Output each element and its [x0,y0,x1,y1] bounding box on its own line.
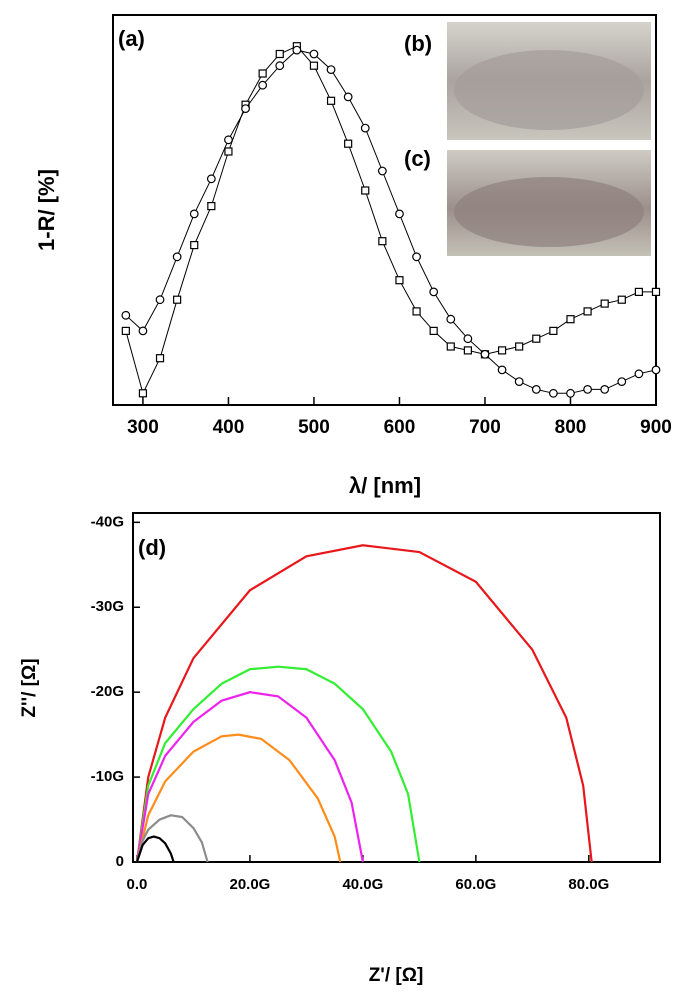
marker [378,237,387,246]
marker [531,385,541,394]
panel-label: (d) [138,535,166,560]
marker [548,388,558,398]
y-tick-label: -20G [91,683,124,700]
x-tick-label: 800 [555,417,587,438]
panel-label: (b) [404,31,432,56]
marker [514,377,524,387]
marker [497,365,507,375]
marker [224,147,233,156]
marker [121,326,130,335]
marker [326,96,336,105]
panel-label: (c) [404,146,431,171]
x-axis-label: Z'/ [Ω] [369,965,424,986]
marker [138,389,148,398]
marker [275,61,285,71]
marker [583,385,592,394]
marker [207,202,216,211]
marker [224,135,233,145]
marker [258,69,267,78]
marker [463,346,472,355]
marker [361,186,370,195]
marker [480,349,490,359]
marker [121,310,131,320]
marker [634,287,643,296]
plot: 300 400 500 600 700 800 900 [112,14,672,438]
marker [344,139,353,148]
plot-frame [112,14,657,406]
x-tick-label: 700 [469,417,501,438]
marker [360,123,370,133]
x-tick-label: 300 [127,417,159,438]
marker [617,377,627,387]
marker [258,80,268,90]
x-tick-label: 600 [384,417,416,438]
marker [446,314,456,324]
series-line [135,544,593,863]
x-tick-label: 40.0G [342,876,383,893]
marker [515,342,524,351]
x-tick-label: 20.0G [229,876,270,893]
marker [395,209,404,219]
marker [566,315,575,324]
marker [446,342,455,351]
series-line [135,665,421,863]
marker [412,307,421,316]
y-tick-label: -10G [91,768,124,785]
marker [292,45,302,55]
marker [189,209,199,219]
x-tick-label: 900 [640,417,672,438]
marker [241,104,250,113]
x-axis-label: λ/ [nm] [349,473,421,498]
x-tick-label: 80.0G [568,876,609,893]
series-line [135,814,209,863]
series-line [135,691,364,863]
x-tick-label: 60.0G [455,876,496,893]
marker [532,334,541,343]
marker [566,388,575,398]
marker [309,49,319,59]
marker [138,326,148,336]
marker [275,49,284,59]
series-line [135,733,342,863]
x-tick-label: 500 [298,417,330,438]
y-tick-label: -30G [91,598,124,615]
y-axis-label: 1-R/ [%] [34,169,59,251]
plot: 0.0 20.0G 40.0G 60.0G 80.0G 0 -10G -20G -30G -40G [91,512,661,893]
marker [600,385,610,394]
marker [463,334,473,344]
y-tick-label: 0 [116,853,124,870]
marker [583,307,592,316]
marker [395,276,404,285]
marker [172,252,182,262]
marker [429,326,438,335]
marker [173,295,182,304]
panel-label: (a) [118,26,145,51]
photo-b-powder [454,50,644,130]
plot-frame [132,512,661,863]
marker [600,299,609,308]
marker [155,354,165,363]
x-tick-label: 0.0 [127,876,148,893]
marker [429,287,439,297]
marker [549,326,558,335]
marker [190,241,199,250]
marker [377,166,387,176]
marker [497,346,507,355]
y-axis-label: Z''/ [Ω] [19,658,40,717]
marker [617,295,626,304]
marker [651,365,661,375]
marker [343,92,353,102]
marker [634,369,644,379]
marker [309,61,319,70]
series-line [135,835,175,863]
x-tick-label: 400 [213,417,245,438]
marker [155,295,165,305]
y-tick-label: -40G [91,513,124,530]
marker [651,287,661,296]
photo-c-powder [454,177,644,247]
marker [206,174,216,184]
marker [326,65,336,74]
marker [412,252,421,262]
